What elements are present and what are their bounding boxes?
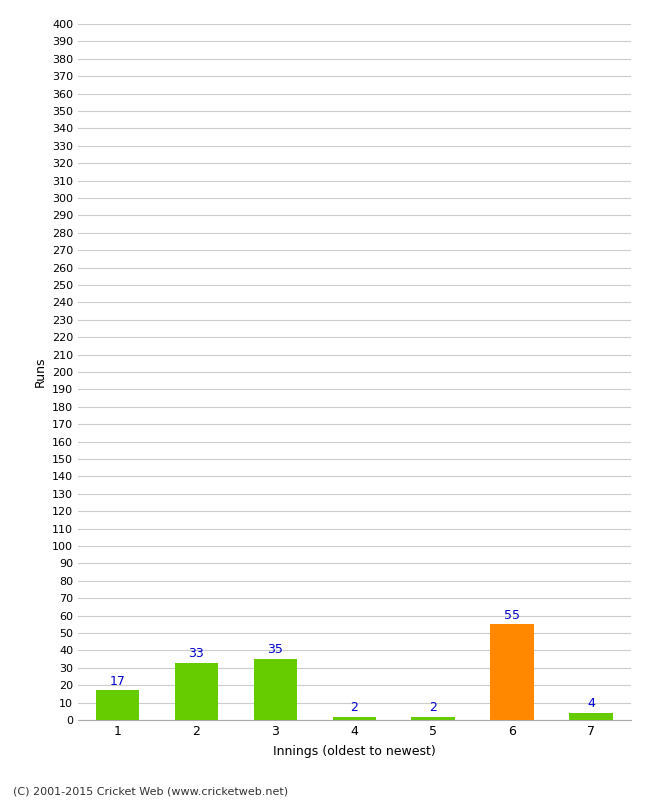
Bar: [96, 690, 139, 720]
Bar: [254, 659, 297, 720]
Y-axis label: Runs: Runs: [33, 357, 46, 387]
Text: 4: 4: [587, 698, 595, 710]
Text: 35: 35: [267, 643, 283, 657]
Bar: [411, 717, 455, 720]
Text: 2: 2: [350, 701, 358, 714]
Text: 55: 55: [504, 609, 520, 622]
Bar: [333, 717, 376, 720]
Bar: [490, 624, 534, 720]
Text: (C) 2001-2015 Cricket Web (www.cricketweb.net): (C) 2001-2015 Cricket Web (www.cricketwe…: [13, 786, 288, 796]
Bar: [569, 713, 613, 720]
Text: 2: 2: [429, 701, 437, 714]
Bar: [175, 662, 218, 720]
X-axis label: Innings (oldest to newest): Innings (oldest to newest): [273, 745, 436, 758]
Text: 17: 17: [110, 675, 125, 688]
Text: 33: 33: [188, 647, 204, 660]
